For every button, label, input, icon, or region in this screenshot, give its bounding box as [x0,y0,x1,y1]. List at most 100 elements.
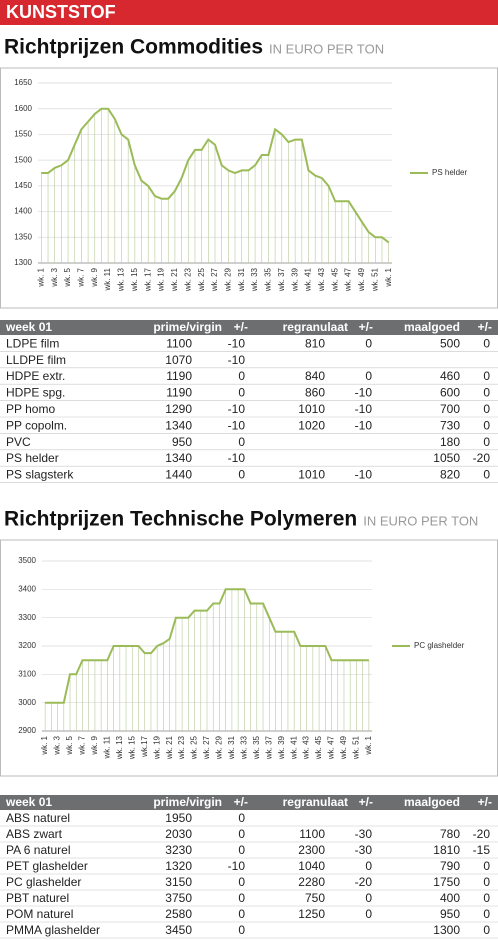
x-tick-label: wk. 21 [165,735,174,760]
section-unit: IN EURO PER TON [363,513,478,528]
table-cell: 860 [305,386,325,400]
series-line [41,107,390,244]
section-title: Richtprijzen Technische Polymeren [4,508,357,531]
x-tick-label: wk. 5 [63,267,72,287]
x-tick-label: wk. 11 [102,735,111,759]
table-cell: 790 [440,859,460,873]
table-cell: 3230 [165,843,192,857]
section-title: Richtprijzen Commodities [4,36,263,59]
table-cell: 1340 [165,451,192,465]
x-tick-label: wk. 25 [190,735,199,760]
table-cell: 0 [238,907,245,921]
table-cell: 1050 [433,451,460,465]
table-cell: 1440 [165,468,192,482]
x-tick-label: wk. 19 [152,735,161,760]
table-cell: 810 [305,336,325,350]
column-header: +/- [359,795,373,809]
table-cell: 1340 [165,418,192,432]
table-cell: 1020 [298,418,325,432]
x-tick-label: wk. 39 [290,267,299,292]
x-tick-label: wk. 47 [327,735,336,760]
table-cell: -10 [228,402,246,416]
table-cell: PBT naturel [6,891,69,905]
x-tick-label: wk. 1 [364,735,373,755]
table-cell: 180 [440,435,460,449]
table-cell: -20 [473,827,491,841]
table-header [0,795,498,810]
table-cell: PC glashelder [6,875,81,889]
table-cell: 1190 [166,369,192,383]
table-cell: PP homo [6,402,55,416]
table-header [0,320,498,335]
table-cell: -20 [473,451,491,465]
table-cell: -10 [228,859,246,873]
table-cell: 820 [440,468,460,482]
y-tick-label: 3100 [18,669,36,678]
table-cell: 840 [305,369,325,383]
x-tick-label: wk. 35 [252,735,261,760]
table-cell: 600 [440,386,460,400]
y-tick-label: 3300 [18,613,36,622]
column-header: +/- [234,795,248,809]
x-tick-label: wk. 1 [384,267,393,287]
x-tick-label: wk. 51 [352,735,361,760]
table-cell: 3150 [165,875,192,889]
table-cell: 0 [365,859,372,873]
y-tick-label: 3200 [18,641,36,650]
column-header: week 01 [5,320,52,334]
x-tick-label: wk. 1 [40,735,49,755]
y-tick-label: 3400 [18,584,36,593]
table-cell: 1040 [298,859,325,873]
x-tick-label: wk. 27 [210,267,219,292]
table-cell: LDPE film [6,336,59,350]
table-cell: 1250 [298,907,325,921]
x-tick-label: wk. 19 [157,267,166,292]
table-cell: 0 [238,369,245,383]
x-tick-label: wk. 51 [370,267,379,292]
column-header: week 01 [5,795,52,809]
table-cell: 1190 [166,386,192,400]
table-cell: 0 [238,923,245,937]
table-cell: -10 [355,402,373,416]
table-cell: 950 [172,435,192,449]
table-cell: 460 [440,369,460,383]
table-cell: 1750 [433,875,460,889]
x-tick-label: wk.17 [140,735,149,757]
x-tick-label: wk. 45 [330,267,339,292]
table-cell: 0 [483,859,490,873]
table-cell: 0 [483,435,490,449]
table-cell: 1320 [165,859,192,873]
x-tick-label: wk. 35 [264,267,273,292]
x-tick-label: wk. 41 [304,267,313,292]
table-cell: ABS zwart [6,827,63,841]
table-cell: -30 [355,843,373,857]
table-cell: 2280 [298,875,325,889]
y-tick-label: 1400 [14,207,32,216]
column-header: prime/virgin [153,795,222,809]
x-tick-label: wk. 33 [239,735,248,760]
chart-frame [0,539,498,777]
table-cell: -20 [355,875,373,889]
x-tick-label: wk. 31 [227,735,236,760]
table-cell: 0 [238,843,245,857]
x-tick-label: wk. 15 [130,267,139,292]
table-cell: 0 [483,875,490,889]
x-tick-label: wk. 23 [183,267,192,292]
x-tick-label: wk. 1 [36,267,45,287]
x-tick-label: wk. 25 [197,267,206,292]
table-cell: 0 [238,386,245,400]
table-cell: PA 6 naturel [6,843,71,857]
y-tick-label: 1650 [14,78,32,87]
x-tick-label: wk. 27 [202,735,211,760]
table-cell: 1300 [433,923,460,937]
column-header: prime/virgin [153,320,222,334]
table-cell: 3750 [165,891,192,905]
x-tick-label: wk. 7 [77,267,86,287]
x-tick-label: wk. 21 [170,267,179,292]
column-header: regranulaat [283,795,348,809]
table-cell: 500 [440,336,460,350]
y-tick-label: 3000 [18,698,36,707]
table-cell: PET glashelder [6,859,88,873]
y-tick-label: 2900 [18,726,36,735]
table-cell: PS slagsterk [6,468,74,482]
